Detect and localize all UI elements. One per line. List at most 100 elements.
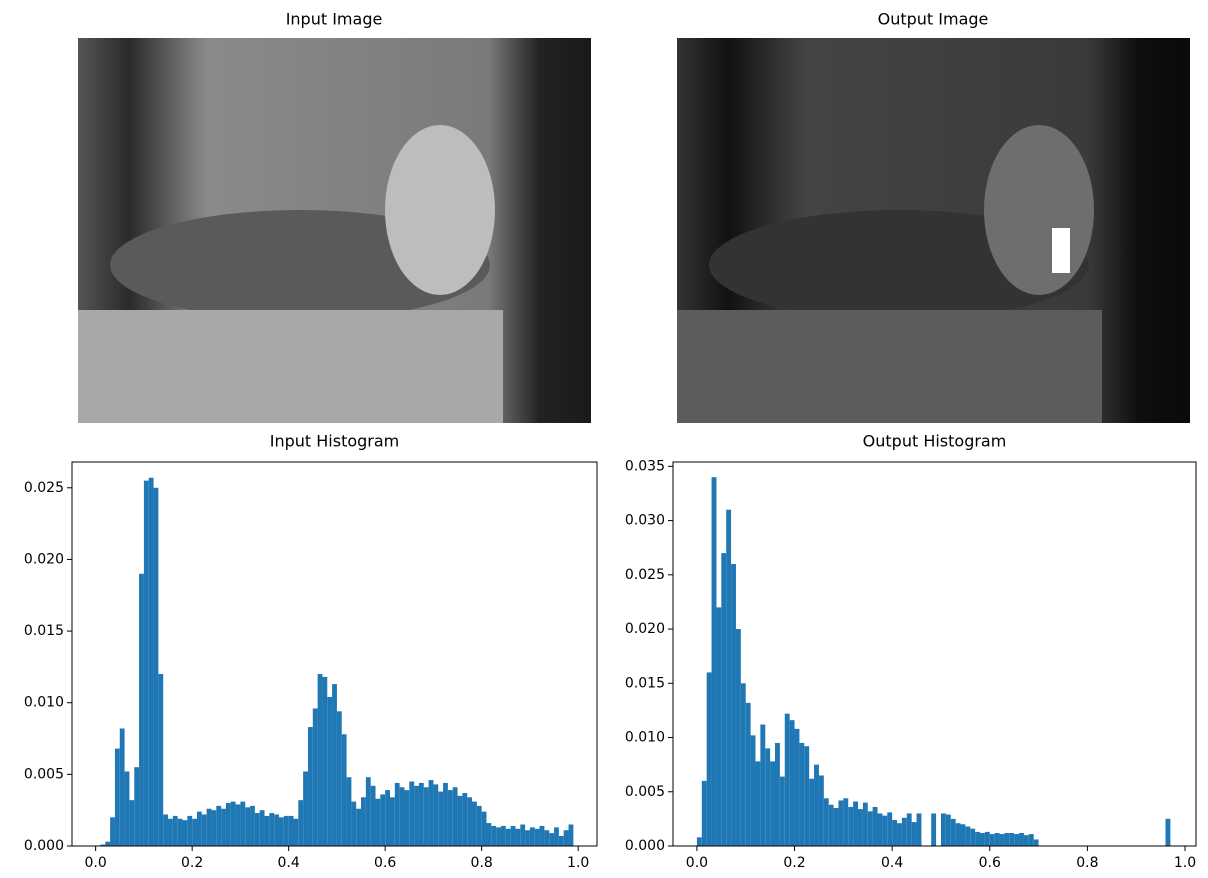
bar [1004, 833, 1009, 846]
x-tick-label: 0.6 [979, 855, 1001, 871]
bar [322, 677, 327, 846]
bar [226, 803, 231, 846]
bar [448, 790, 453, 846]
bar [1000, 834, 1005, 846]
bar [960, 824, 965, 846]
bar [216, 806, 221, 846]
bar [105, 842, 110, 846]
bar [462, 793, 467, 846]
bar [858, 809, 863, 846]
bar [467, 797, 472, 846]
bar [298, 800, 303, 846]
bar [829, 805, 834, 846]
bar [878, 813, 883, 846]
bar [293, 819, 298, 846]
bar [790, 720, 795, 846]
bar [318, 674, 323, 846]
bar [231, 802, 236, 846]
bar [843, 798, 848, 846]
x-tick-label: 0.0 [686, 855, 708, 871]
x-tick-label: 0.2 [783, 855, 805, 871]
bar [1024, 835, 1029, 846]
bar [347, 777, 352, 846]
bar [834, 808, 839, 846]
bar [395, 783, 400, 846]
bar [887, 812, 892, 846]
bar [120, 729, 125, 846]
y-tick-label: 0.020 [625, 621, 665, 637]
bar [951, 819, 956, 846]
bar [371, 786, 376, 846]
bar [163, 814, 168, 846]
bar [863, 803, 868, 846]
bar [795, 729, 800, 846]
bar [144, 481, 149, 846]
bar [530, 827, 535, 846]
bar [506, 829, 511, 846]
bar [838, 800, 843, 846]
bar [1014, 834, 1019, 846]
bar [265, 816, 270, 846]
bar [931, 813, 936, 846]
bar [868, 811, 873, 846]
bar [308, 727, 313, 846]
y-tick-label: 0.025 [625, 567, 665, 583]
bar [985, 832, 990, 846]
output-image [677, 38, 1190, 423]
bar [819, 775, 824, 846]
bar [848, 807, 853, 846]
bar [482, 812, 487, 846]
bar [404, 790, 409, 846]
bar [409, 782, 414, 846]
bar [731, 564, 736, 846]
bar [351, 802, 356, 846]
bar [809, 779, 814, 846]
bar [780, 777, 785, 846]
bar [535, 829, 540, 846]
bar [995, 833, 1000, 846]
bar [472, 802, 477, 846]
bar [380, 794, 385, 846]
chart-title: Output Histogram [863, 432, 1007, 451]
input-image [78, 38, 591, 423]
bar [511, 826, 516, 846]
bar [804, 746, 809, 846]
bar [390, 797, 395, 846]
bar [853, 802, 858, 846]
bar [158, 674, 163, 846]
bar [289, 816, 294, 846]
bar [255, 813, 260, 846]
image-title: Input Image [286, 10, 383, 29]
bar [115, 749, 120, 846]
bar [559, 836, 564, 846]
bar [697, 837, 702, 846]
x-tick-label: 0.4 [881, 855, 903, 871]
bar [917, 813, 922, 846]
bar [400, 787, 405, 846]
bar [385, 790, 390, 846]
bar [755, 761, 760, 846]
bar [250, 806, 255, 846]
bar [721, 553, 726, 846]
bar [110, 817, 115, 846]
bar [726, 510, 731, 846]
bar [429, 780, 434, 846]
bar [765, 748, 770, 846]
x-tick-label: 0.8 [1076, 855, 1098, 871]
bar [882, 816, 887, 846]
bar [192, 819, 197, 846]
bar [313, 708, 318, 846]
y-tick-label: 0.000 [625, 838, 665, 854]
bar [327, 697, 332, 846]
figure: Input Image Output Image Input Histogram… [0, 0, 1208, 878]
bar [814, 765, 819, 846]
y-tick-label: 0.030 [625, 513, 665, 529]
bar [125, 771, 130, 846]
bar [544, 830, 549, 846]
bar [775, 743, 780, 846]
bar [491, 826, 496, 846]
bar [414, 786, 419, 846]
bar [525, 830, 530, 846]
x-tick-label: 0.2 [181, 855, 203, 871]
x-tick-label: 0.8 [471, 855, 493, 871]
